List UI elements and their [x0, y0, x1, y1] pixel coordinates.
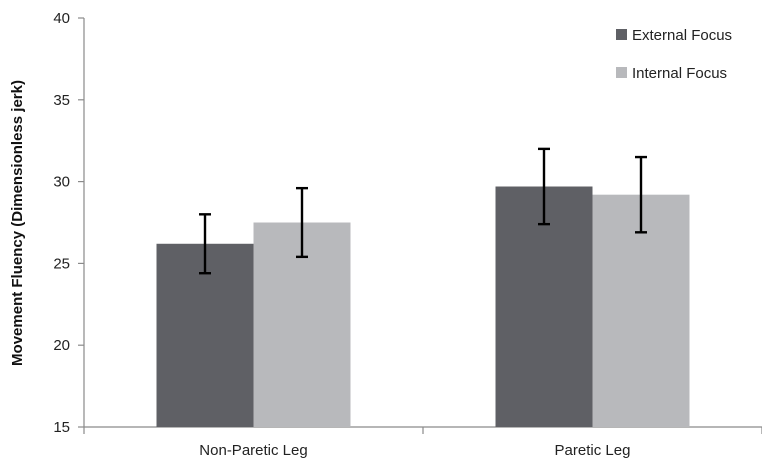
legend-label-0: External Focus	[632, 27, 732, 44]
x-category-label-1: Paretic Leg	[555, 442, 631, 459]
y-tick-label-30: 30	[53, 174, 70, 191]
legend-swatch-1	[616, 67, 627, 78]
y-tick-label-25: 25	[53, 255, 70, 272]
y-axis-title: Movement Fluency (Dimensionless jerk)	[9, 80, 26, 366]
y-axis: 15 20 25 30 35 40	[53, 10, 85, 436]
bars	[156, 186, 690, 427]
y-tick-label-35: 35	[53, 92, 70, 109]
y-tick-label-20: 20	[53, 337, 70, 354]
legend: External Focus Internal Focus	[616, 27, 732, 82]
legend-swatch-0	[616, 29, 627, 40]
legend-label-1: Internal Focus	[632, 65, 727, 82]
x-axis: Non-Paretic Leg Paretic Leg	[83, 426, 762, 459]
y-tick-label-40: 40	[53, 10, 70, 27]
bar-external-1	[495, 186, 593, 427]
error-bars	[199, 147, 647, 275]
x-category-label-0: Non-Paretic Leg	[199, 442, 307, 459]
y-tick-label-15: 15	[53, 419, 70, 436]
